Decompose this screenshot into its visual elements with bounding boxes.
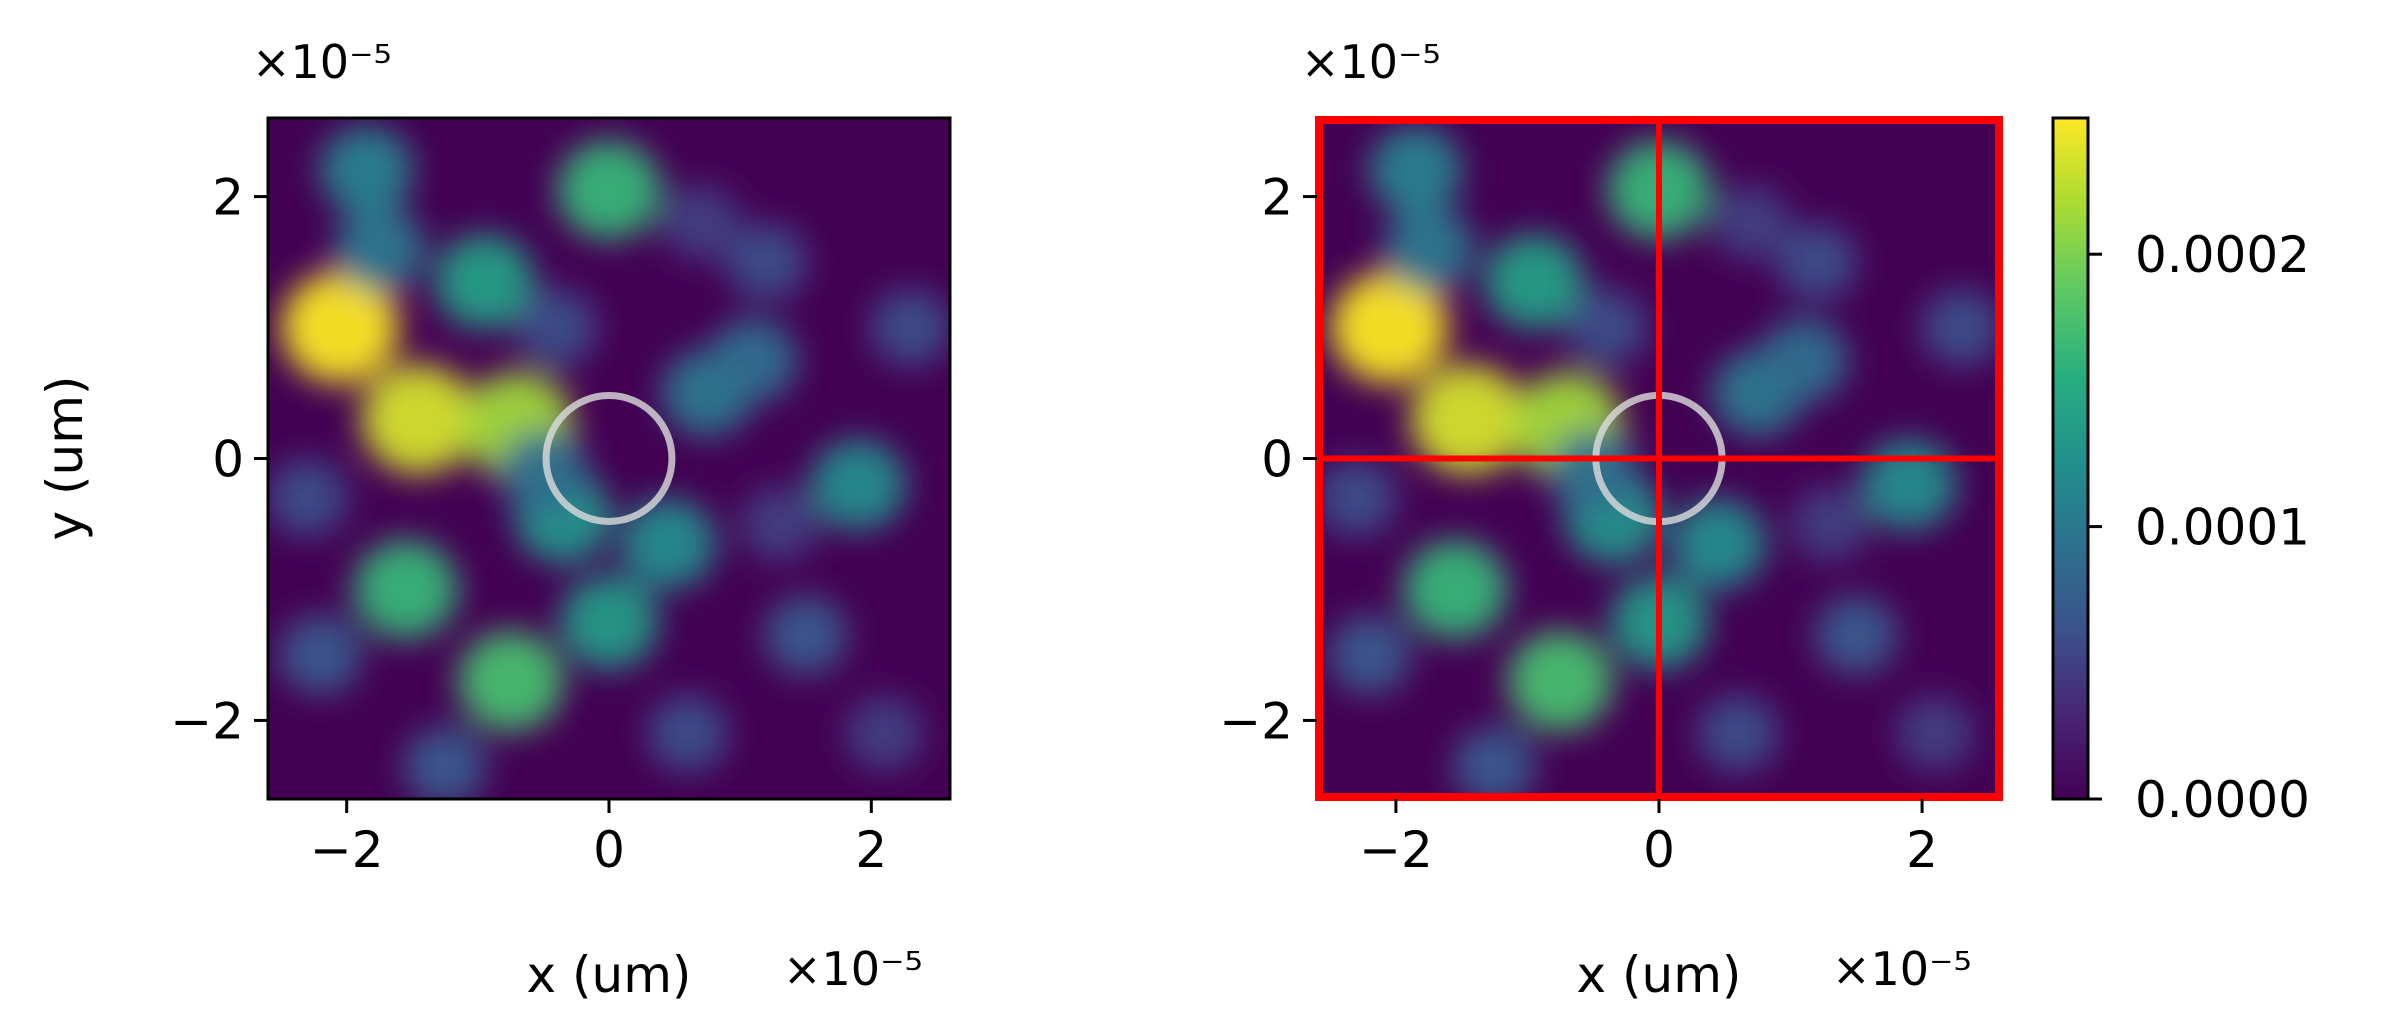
x-tick-label: 2 [855,821,887,879]
right-x-ticks: −2 0 2 [1359,799,1938,879]
heatmap-hotspot [1920,288,2001,367]
left-y-ticks: 2 0 −2 [170,169,268,750]
heatmap-hotspot [725,223,807,301]
heatmap-hotspot [740,486,819,562]
x-tick-label: 0 [593,821,625,879]
x-tick-label: 2 [1906,821,1938,879]
heatmap-hotspot [1861,439,1957,531]
right-panel: −2 0 2 2 0 −2 x (um) ×10⁻⁵ ×10⁻⁵ [1219,35,2003,1004]
heatmap-hotspot [1452,726,1537,799]
heatmap-hotspot [498,429,588,514]
right-quadrant-grid [1315,116,2003,801]
heatmap-hotspot [1896,696,1975,771]
heatmap-hotspot [845,696,924,771]
heatmap-hotspot [1670,498,1767,590]
heatmap-hotspot [1776,223,1858,301]
x-tick-label: −2 [310,821,384,879]
heatmap-hotspot [708,317,798,403]
heatmap-hotspot [403,726,488,799]
heatmap-hotspot [515,288,598,367]
heatmap-hotspot [1403,539,1508,640]
heatmap-hotspot [620,498,716,590]
heatmap-hotspot [810,439,907,531]
left-x-ticks: −2 0 2 [310,799,887,879]
heatmap-hotspot [319,125,414,215]
heatmap-hotspot [1410,364,1526,475]
y-tick-label: 2 [1261,169,1293,227]
y-tick-label: −2 [170,692,244,750]
y-tick-label: 2 [212,169,244,227]
colorbar-tick-label: 0.0001 [2135,499,2310,557]
heatmap-hotspot [281,271,399,384]
heatmap-hotspot [1548,429,1638,514]
heatmap-hotspot [333,205,426,293]
heatmap-hotspot [361,364,477,475]
heatmap-hotspot [1383,205,1475,293]
left-heatmap-field [268,125,950,799]
heatmap-hotspot [457,630,564,732]
right-x-axis-label: x (um) [1577,946,1742,1004]
heatmap-hotspot [1565,288,1647,367]
heatmap-hotspot [1759,317,1849,403]
heatmap-hotspot [353,539,458,640]
right-y-offset-label: ×10⁻⁵ [1301,35,1441,89]
heatmap-hotspot [556,140,662,240]
left-y-axis-label: y (um) [36,376,94,541]
heatmap-hotspot [268,459,348,537]
heatmap-hotspot [1327,614,1412,695]
heatmap-hotspot [647,694,729,773]
heatmap-hotspot [1484,234,1584,330]
left-center-circle [542,392,676,525]
heatmap-hotspot [278,614,363,695]
heatmap-hotspot [559,575,659,670]
heatmap-hotspot [1330,271,1449,384]
colorbar-tick-label: 0.0000 [2135,771,2310,829]
heatmap-hotspot [434,234,535,330]
heatmap-hotspot [1368,125,1463,215]
left-y-offset-label: ×10⁻⁵ [252,35,392,89]
heatmap-hotspot [1697,694,1779,773]
right-y-ticks: 2 0 −2 [1219,169,1317,750]
right-heatmap-field [1317,125,2001,799]
heatmap-hotspot [870,288,950,367]
x-tick-label: −2 [1359,821,1433,879]
y-tick-label: 0 [1261,431,1293,489]
right-x-offset-label: ×10⁻⁵ [1832,942,1972,996]
heatmap-hotspot [1790,486,1870,562]
heatmap-hotspot [1814,595,1899,676]
colorbar: 0.0000 0.0001 0.0002 [2051,116,2310,829]
y-tick-label: 0 [212,431,244,489]
heatmap-hotspot [763,595,848,676]
colorbar-tick-label: 0.0002 [2135,226,2310,284]
heatmap-hotspot [661,185,740,260]
left-x-axis-label: x (um) [527,946,692,1004]
x-tick-label: 0 [1643,821,1675,879]
colorbar-ticks: 0.0000 0.0001 0.0002 [2088,226,2310,829]
heatmap-hotspot [1712,185,1791,260]
heatmap-hotspot [1507,630,1614,732]
colorbar-gradient [2051,116,2090,801]
left-panel: −2 0 2 2 0 −2 x (um) y (um) ×10⁻⁵ ×10⁻⁵ [36,35,952,1004]
y-tick-label: −2 [1219,692,1293,750]
left-x-offset-label: ×10⁻⁵ [783,942,923,996]
heatmap-hotspot [1317,459,1398,537]
